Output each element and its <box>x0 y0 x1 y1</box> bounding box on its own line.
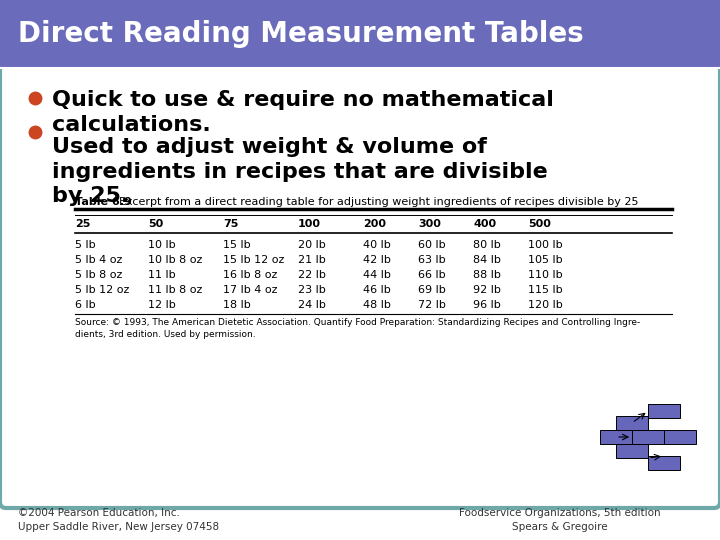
Text: 400: 400 <box>473 219 496 229</box>
Text: Quick to use & require no mathematical: Quick to use & require no mathematical <box>52 90 554 110</box>
Text: 200: 200 <box>363 219 386 229</box>
Bar <box>632 430 664 444</box>
Text: 21 lb: 21 lb <box>298 255 325 265</box>
Text: 48 lb: 48 lb <box>363 300 391 310</box>
Text: 18 lb: 18 lb <box>223 300 251 310</box>
Bar <box>648 404 680 418</box>
Text: Used to adjust weight & volume of: Used to adjust weight & volume of <box>52 137 487 157</box>
Text: 69 lb: 69 lb <box>418 285 446 295</box>
Text: 63 lb: 63 lb <box>418 255 446 265</box>
Text: 22 lb: 22 lb <box>298 270 326 280</box>
Text: 66 lb: 66 lb <box>418 270 446 280</box>
Text: 300: 300 <box>418 219 441 229</box>
Text: 72 lb: 72 lb <box>418 300 446 310</box>
Text: 46 lb: 46 lb <box>363 285 391 295</box>
Bar <box>648 456 680 470</box>
Text: 15 lb 12 oz: 15 lb 12 oz <box>223 255 284 265</box>
Text: 10 lb: 10 lb <box>148 240 176 250</box>
Text: 6 lb: 6 lb <box>75 300 96 310</box>
Text: 5 lb: 5 lb <box>75 240 96 250</box>
Text: 100 lb: 100 lb <box>528 240 562 250</box>
Text: 96 lb: 96 lb <box>473 300 500 310</box>
Bar <box>664 430 696 444</box>
Text: 24 lb: 24 lb <box>298 300 326 310</box>
Text: 5 lb 4 oz: 5 lb 4 oz <box>75 255 122 265</box>
Text: 42 lb: 42 lb <box>363 255 391 265</box>
Text: by 25.: by 25. <box>52 186 130 206</box>
Text: Foodservice Organizations, 5th edition
Spears & Gregoire: Foodservice Organizations, 5th edition S… <box>459 508 661 532</box>
Text: 88 lb: 88 lb <box>473 270 501 280</box>
Bar <box>616 416 648 430</box>
Text: 100: 100 <box>298 219 321 229</box>
Text: 500: 500 <box>528 219 551 229</box>
Text: Table 6.9: Table 6.9 <box>75 197 132 207</box>
Text: 50: 50 <box>148 219 163 229</box>
Text: Direct Reading Measurement Tables: Direct Reading Measurement Tables <box>18 20 584 48</box>
Bar <box>600 430 632 444</box>
Text: 17 lb 4 oz: 17 lb 4 oz <box>223 285 277 295</box>
Text: 105 lb: 105 lb <box>528 255 562 265</box>
Text: 80 lb: 80 lb <box>473 240 500 250</box>
Bar <box>616 444 648 458</box>
Text: 23 lb: 23 lb <box>298 285 325 295</box>
Text: 5 lb 12 oz: 5 lb 12 oz <box>75 285 130 295</box>
Text: 10 lb 8 oz: 10 lb 8 oz <box>148 255 202 265</box>
Text: 12 lb: 12 lb <box>148 300 176 310</box>
Text: 20 lb: 20 lb <box>298 240 325 250</box>
Text: 15 lb: 15 lb <box>223 240 251 250</box>
Text: 44 lb: 44 lb <box>363 270 391 280</box>
Text: calculations.: calculations. <box>52 115 211 135</box>
Text: 40 lb: 40 lb <box>363 240 391 250</box>
Text: 11 lb 8 oz: 11 lb 8 oz <box>148 285 202 295</box>
Text: 92 lb: 92 lb <box>473 285 501 295</box>
FancyBboxPatch shape <box>0 64 720 508</box>
Text: 120 lb: 120 lb <box>528 300 563 310</box>
Text: 75: 75 <box>223 219 238 229</box>
Text: 84 lb: 84 lb <box>473 255 501 265</box>
Text: 60 lb: 60 lb <box>418 240 446 250</box>
Text: 25: 25 <box>75 219 91 229</box>
Text: 110 lb: 110 lb <box>528 270 562 280</box>
Text: 115 lb: 115 lb <box>528 285 562 295</box>
Text: Source: © 1993, The American Dietetic Association. Quantify Food Preparation: St: Source: © 1993, The American Dietetic As… <box>75 318 640 339</box>
Text: ©2004 Pearson Education, Inc.
Upper Saddle River, New Jersey 07458: ©2004 Pearson Education, Inc. Upper Sadd… <box>18 508 219 532</box>
Bar <box>0 0 720 68</box>
Text: 11 lb: 11 lb <box>148 270 176 280</box>
Text: 16 lb 8 oz: 16 lb 8 oz <box>223 270 277 280</box>
Text: 5 lb 8 oz: 5 lb 8 oz <box>75 270 122 280</box>
Text: Excerpt from a direct reading table for adjusting weight ingredients of recipes : Excerpt from a direct reading table for … <box>119 197 639 207</box>
Text: ingredients in recipes that are divisible: ingredients in recipes that are divisibl… <box>52 161 548 181</box>
